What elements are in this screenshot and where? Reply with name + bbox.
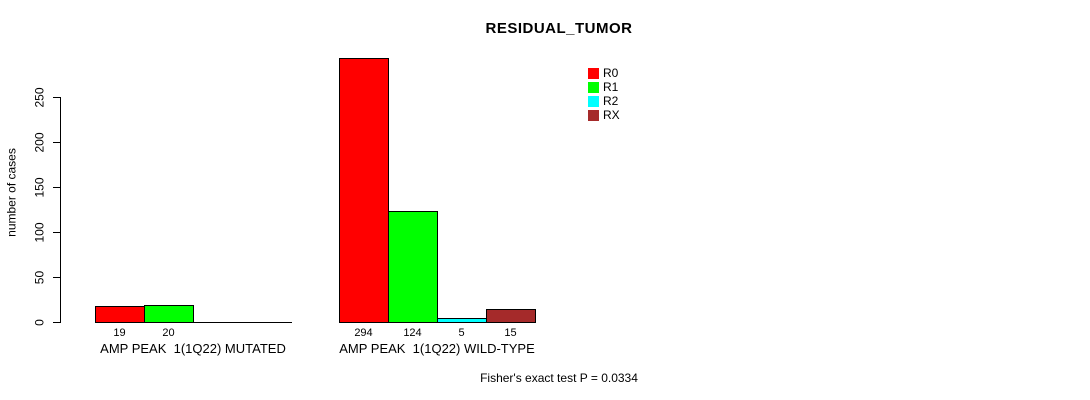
- legend-swatch-r2: [588, 96, 599, 107]
- x-category-label: AMP PEAK 1(1Q22) MUTATED: [100, 341, 286, 356]
- bar-value-label: 294: [354, 327, 373, 339]
- y-tick-mark: [53, 277, 61, 278]
- bar-value-label: 5: [458, 327, 465, 339]
- bar-value-label: 15: [504, 327, 517, 339]
- x-category-label: AMP PEAK 1(1Q22) WILD-TYPE: [339, 341, 535, 356]
- bar-value-label: 124: [403, 327, 422, 339]
- fisher-test-annotation: Fisher's exact test P = 0.0334: [480, 371, 638, 385]
- y-tick-mark: [53, 187, 61, 188]
- legend-swatch-r0: [588, 68, 599, 79]
- bar-value-label: 20: [162, 327, 175, 339]
- chart-title: RESIDUAL_TUMOR: [485, 20, 633, 37]
- bar-r0: [95, 306, 145, 323]
- bar-r0: [339, 58, 389, 323]
- y-tick-mark: [53, 97, 61, 98]
- legend-swatch-rx: [588, 110, 599, 121]
- bar-r1: [388, 211, 438, 323]
- legend-label-r2: R2: [603, 94, 619, 108]
- bar-rx: [486, 309, 536, 323]
- y-tick-label: 50: [32, 270, 47, 285]
- y-tick-label: 200: [32, 132, 47, 153]
- y-tick-mark: [53, 322, 61, 323]
- bar-rx-zero: [242, 322, 292, 323]
- legend-label-r0: R0: [603, 66, 619, 80]
- y-tick-label: 250: [32, 87, 47, 108]
- y-tick-mark: [53, 142, 61, 143]
- y-tick-label: 150: [32, 177, 47, 198]
- y-axis-line: [60, 97, 61, 323]
- y-tick-mark: [53, 232, 61, 233]
- bar-r2: [437, 318, 487, 323]
- bar-r2-zero: [193, 322, 243, 323]
- y-tick-label: 100: [32, 222, 47, 243]
- legend-swatch-r1: [588, 82, 599, 93]
- y-tick-label: 0: [32, 319, 47, 326]
- bar-value-label: 19: [113, 327, 126, 339]
- legend-label-r1: R1: [603, 80, 619, 94]
- legend-label-rx: RX: [603, 108, 620, 122]
- bar-r1: [144, 305, 194, 323]
- y-axis-title: number of cases: [4, 148, 19, 237]
